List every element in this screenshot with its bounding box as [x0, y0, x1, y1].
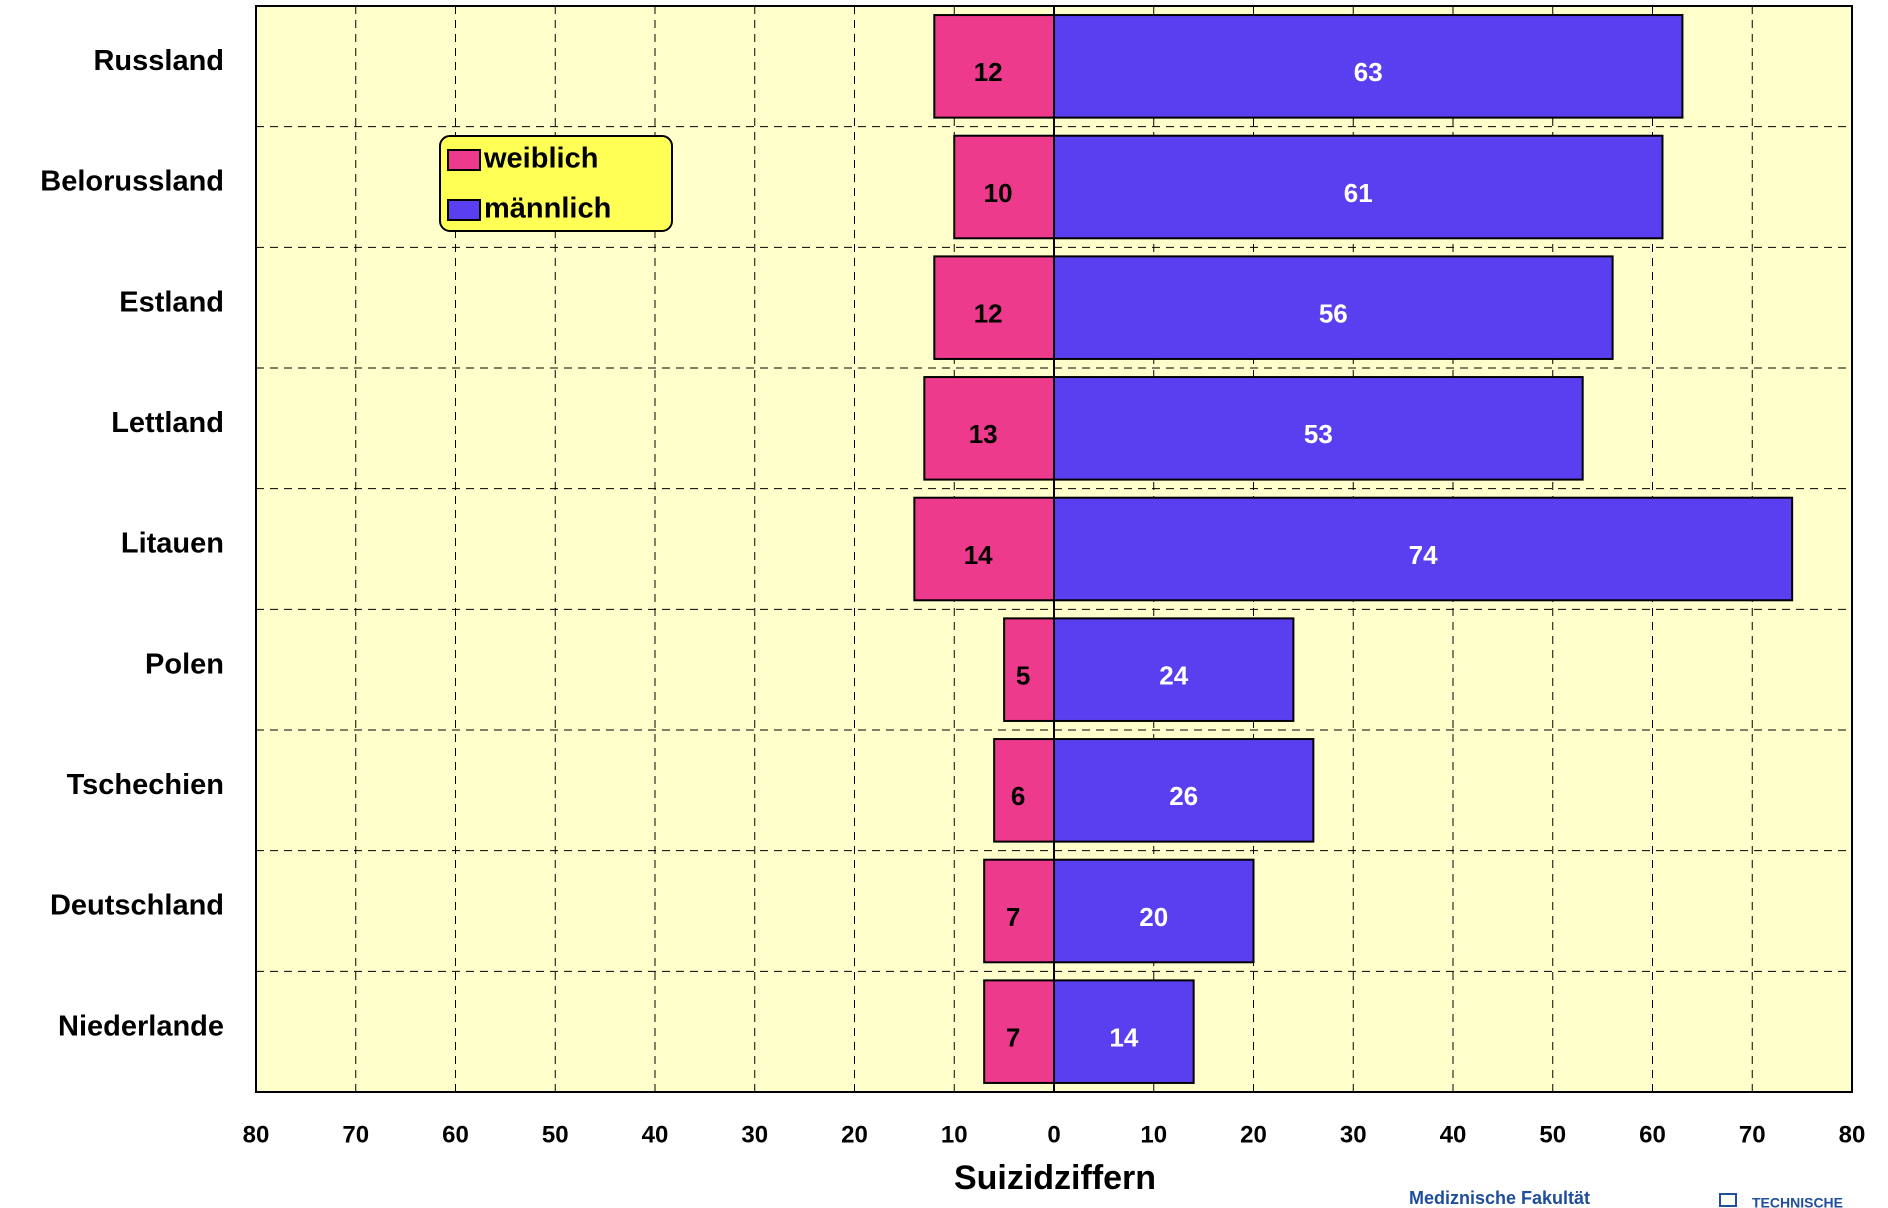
bar: [1053, 496, 1794, 602]
axis-title: Suizidziffern: [954, 1159, 1156, 1197]
legend-swatch: [447, 149, 481, 171]
y-tick-label: Litauen: [121, 528, 224, 560]
value-label: 61: [1344, 178, 1373, 208]
y-tick-label: Tschechien: [67, 769, 224, 801]
x-tick-label: 10: [941, 1121, 968, 1148]
plot-border: [255, 5, 1853, 1093]
y-tick-label: Belorussland: [40, 166, 224, 198]
bar: [1053, 134, 1664, 240]
value-label: 20: [1139, 902, 1168, 932]
bar: [993, 738, 1056, 843]
bar: [1053, 738, 1315, 843]
legend-box: [439, 135, 673, 232]
value-label: 12: [974, 299, 1003, 329]
bar: [1053, 14, 1684, 119]
legend-label: weiblich: [483, 143, 598, 175]
x-tick-label: 30: [741, 1121, 768, 1148]
value-label: 14: [1109, 1023, 1138, 1053]
value-label: 26: [1169, 781, 1198, 811]
value-label: 14: [964, 540, 993, 570]
x-tick-label: 50: [542, 1121, 569, 1148]
x-tick-label: 40: [642, 1121, 669, 1148]
value-label: 53: [1304, 419, 1333, 449]
bar: [1053, 255, 1614, 360]
value-label: 56: [1319, 299, 1348, 329]
value-label: 7: [1006, 902, 1020, 932]
value-label: 13: [969, 419, 998, 449]
x-tick-label: 60: [442, 1121, 469, 1148]
x-tick-label: 30: [1340, 1121, 1367, 1148]
bar: [1053, 617, 1295, 722]
x-tick-label: 10: [1140, 1121, 1167, 1148]
x-tick-label: 20: [1240, 1121, 1267, 1148]
value-label: 74: [1409, 540, 1438, 570]
value-label: 12: [974, 57, 1003, 87]
value-label: 63: [1354, 57, 1383, 87]
x-tick-label: 40: [1440, 1121, 1467, 1148]
bar: [933, 255, 1055, 360]
value-label: 7: [1006, 1023, 1020, 1053]
bar: [983, 979, 1055, 1084]
legend-swatch: [447, 199, 481, 221]
bar: [933, 14, 1055, 119]
y-tick-label: Lettland: [111, 407, 224, 439]
x-tick-label: 70: [342, 1121, 369, 1148]
bar: [1053, 979, 1195, 1084]
y-tick-label: Deutschland: [50, 890, 224, 922]
value-label: 5: [1016, 661, 1030, 691]
value-label: 6: [1011, 781, 1025, 811]
y-tick-label: Russland: [93, 45, 224, 77]
bar: [1053, 376, 1584, 481]
x-tick-label: 0: [1047, 1121, 1060, 1148]
x-tick-label: 50: [1539, 1121, 1566, 1148]
legend-label: männlich: [484, 193, 611, 225]
x-tick-label: 80: [1839, 1121, 1866, 1148]
value-label: 10: [984, 178, 1013, 208]
footer: TECHNISCHE: [1752, 1195, 1843, 1208]
value-label: 24: [1159, 661, 1188, 691]
x-tick-label: 20: [841, 1121, 868, 1148]
footer-logo: [1719, 1193, 1737, 1207]
bar: [983, 858, 1055, 964]
x-tick-label: 80: [243, 1121, 270, 1148]
legend: weiblich männlich: [439, 135, 673, 232]
bar: [913, 496, 1055, 602]
y-tick-label: Estland: [119, 286, 224, 318]
bar: [1053, 858, 1255, 964]
y-tick-label: Niederlande: [58, 1010, 224, 1042]
y-tick-label: Polen: [145, 648, 224, 680]
x-tick-label: 70: [1739, 1121, 1766, 1148]
bar: [1003, 617, 1055, 722]
footer: Mediznische Fakultät: [1409, 1188, 1590, 1208]
bar: [923, 376, 1056, 481]
x-tick-label: 60: [1639, 1121, 1666, 1148]
